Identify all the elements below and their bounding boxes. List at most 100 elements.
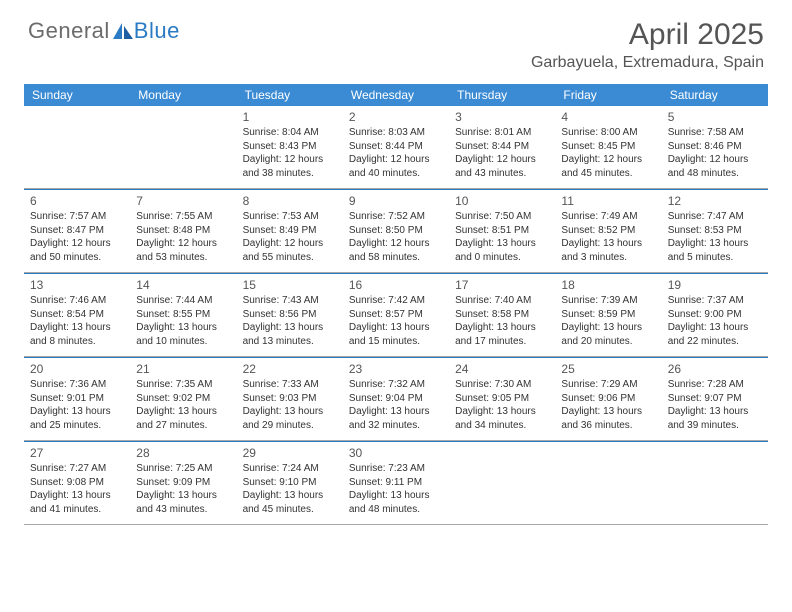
calendar-cell: 18Sunrise: 7:39 AMSunset: 8:59 PMDayligh… xyxy=(555,274,661,356)
calendar-cell: 11Sunrise: 7:49 AMSunset: 8:52 PMDayligh… xyxy=(555,190,661,272)
daylight-text: Daylight: 13 hours xyxy=(349,489,443,503)
day-number: 15 xyxy=(243,277,337,293)
daylight-text: and 48 minutes. xyxy=(668,167,762,181)
daylight-text: Daylight: 13 hours xyxy=(668,405,762,419)
daylight-text: Daylight: 13 hours xyxy=(243,405,337,419)
daylight-text: and 45 minutes. xyxy=(561,167,655,181)
day-header-cell: Thursday xyxy=(449,84,555,106)
sunrise-text: Sunrise: 7:23 AM xyxy=(349,462,443,476)
calendar-cell: 1Sunrise: 8:04 AMSunset: 8:43 PMDaylight… xyxy=(237,106,343,188)
day-number: 25 xyxy=(561,361,655,377)
daylight-text: Daylight: 12 hours xyxy=(30,237,124,251)
calendar-week: 1Sunrise: 8:04 AMSunset: 8:43 PMDaylight… xyxy=(24,106,768,189)
day-header-row: SundayMondayTuesdayWednesdayThursdayFrid… xyxy=(24,84,768,106)
sunset-text: Sunset: 8:49 PM xyxy=(243,224,337,238)
sunset-text: Sunset: 9:00 PM xyxy=(668,308,762,322)
day-header-cell: Saturday xyxy=(662,84,768,106)
calendar-cell: 19Sunrise: 7:37 AMSunset: 9:00 PMDayligh… xyxy=(662,274,768,356)
day-number: 5 xyxy=(668,109,762,125)
daylight-text: and 17 minutes. xyxy=(455,335,549,349)
calendar-cell: 28Sunrise: 7:25 AMSunset: 9:09 PMDayligh… xyxy=(130,442,236,524)
calendar-cell: 12Sunrise: 7:47 AMSunset: 8:53 PMDayligh… xyxy=(662,190,768,272)
sunset-text: Sunset: 8:44 PM xyxy=(349,140,443,154)
calendar-cell: 3Sunrise: 8:01 AMSunset: 8:44 PMDaylight… xyxy=(449,106,555,188)
daylight-text: Daylight: 13 hours xyxy=(243,321,337,335)
daylight-text: and 55 minutes. xyxy=(243,251,337,265)
calendar-cell: 30Sunrise: 7:23 AMSunset: 9:11 PMDayligh… xyxy=(343,442,449,524)
calendar-cell: 10Sunrise: 7:50 AMSunset: 8:51 PMDayligh… xyxy=(449,190,555,272)
day-number: 21 xyxy=(136,361,230,377)
location-text: Garbayuela, Extremadura, Spain xyxy=(531,54,764,72)
sunrise-text: Sunrise: 7:46 AM xyxy=(30,294,124,308)
daylight-text: and 0 minutes. xyxy=(455,251,549,265)
daylight-text: and 43 minutes. xyxy=(455,167,549,181)
sunset-text: Sunset: 9:11 PM xyxy=(349,476,443,490)
day-number: 27 xyxy=(30,445,124,461)
calendar-cell-empty xyxy=(130,106,236,188)
daylight-text: Daylight: 13 hours xyxy=(349,321,443,335)
calendar-cell: 17Sunrise: 7:40 AMSunset: 8:58 PMDayligh… xyxy=(449,274,555,356)
day-number: 29 xyxy=(243,445,337,461)
daylight-text: Daylight: 13 hours xyxy=(668,321,762,335)
calendar-cell-empty xyxy=(555,442,661,524)
sunset-text: Sunset: 8:59 PM xyxy=(561,308,655,322)
sunrise-text: Sunrise: 7:35 AM xyxy=(136,378,230,392)
day-number: 14 xyxy=(136,277,230,293)
sunset-text: Sunset: 8:47 PM xyxy=(30,224,124,238)
sunset-text: Sunset: 9:07 PM xyxy=(668,392,762,406)
sunset-text: Sunset: 8:45 PM xyxy=(561,140,655,154)
sunset-text: Sunset: 9:06 PM xyxy=(561,392,655,406)
day-number: 7 xyxy=(136,193,230,209)
calendar-cell: 9Sunrise: 7:52 AMSunset: 8:50 PMDaylight… xyxy=(343,190,449,272)
daylight-text: and 53 minutes. xyxy=(136,251,230,265)
sunrise-text: Sunrise: 7:40 AM xyxy=(455,294,549,308)
sunset-text: Sunset: 9:03 PM xyxy=(243,392,337,406)
calendar-cell-empty xyxy=(449,442,555,524)
day-number: 22 xyxy=(243,361,337,377)
sunrise-text: Sunrise: 7:28 AM xyxy=(668,378,762,392)
calendar-week: 27Sunrise: 7:27 AMSunset: 9:08 PMDayligh… xyxy=(24,441,768,525)
sunrise-text: Sunrise: 7:32 AM xyxy=(349,378,443,392)
calendar-cell: 6Sunrise: 7:57 AMSunset: 8:47 PMDaylight… xyxy=(24,190,130,272)
sunset-text: Sunset: 8:55 PM xyxy=(136,308,230,322)
calendar-cell: 15Sunrise: 7:43 AMSunset: 8:56 PMDayligh… xyxy=(237,274,343,356)
sunrise-text: Sunrise: 7:29 AM xyxy=(561,378,655,392)
calendar-cell: 25Sunrise: 7:29 AMSunset: 9:06 PMDayligh… xyxy=(555,358,661,440)
daylight-text: Daylight: 13 hours xyxy=(136,321,230,335)
daylight-text: and 58 minutes. xyxy=(349,251,443,265)
calendar-cell: 14Sunrise: 7:44 AMSunset: 8:55 PMDayligh… xyxy=(130,274,236,356)
day-number: 6 xyxy=(30,193,124,209)
calendar-week: 13Sunrise: 7:46 AMSunset: 8:54 PMDayligh… xyxy=(24,273,768,357)
daylight-text: and 36 minutes. xyxy=(561,419,655,433)
sunrise-text: Sunrise: 8:01 AM xyxy=(455,126,549,140)
day-number: 11 xyxy=(561,193,655,209)
daylight-text: and 39 minutes. xyxy=(668,419,762,433)
sunset-text: Sunset: 9:05 PM xyxy=(455,392,549,406)
daylight-text: and 25 minutes. xyxy=(30,419,124,433)
calendar: SundayMondayTuesdayWednesdayThursdayFrid… xyxy=(24,84,768,525)
day-number: 26 xyxy=(668,361,762,377)
day-number: 1 xyxy=(243,109,337,125)
calendar-cell: 2Sunrise: 8:03 AMSunset: 8:44 PMDaylight… xyxy=(343,106,449,188)
daylight-text: Daylight: 13 hours xyxy=(30,405,124,419)
daylight-text: Daylight: 13 hours xyxy=(349,405,443,419)
day-number: 17 xyxy=(455,277,549,293)
daylight-text: Daylight: 13 hours xyxy=(668,237,762,251)
sunrise-text: Sunrise: 7:27 AM xyxy=(30,462,124,476)
day-number: 20 xyxy=(30,361,124,377)
sunrise-text: Sunrise: 8:03 AM xyxy=(349,126,443,140)
daylight-text: and 22 minutes. xyxy=(668,335,762,349)
sunrise-text: Sunrise: 7:47 AM xyxy=(668,210,762,224)
sunrise-text: Sunrise: 7:30 AM xyxy=(455,378,549,392)
sunrise-text: Sunrise: 7:39 AM xyxy=(561,294,655,308)
daylight-text: Daylight: 12 hours xyxy=(243,237,337,251)
day-number: 2 xyxy=(349,109,443,125)
day-number: 30 xyxy=(349,445,443,461)
sunset-text: Sunset: 9:02 PM xyxy=(136,392,230,406)
calendar-cell-empty xyxy=(24,106,130,188)
sunrise-text: Sunrise: 8:00 AM xyxy=(561,126,655,140)
day-number: 24 xyxy=(455,361,549,377)
brand-logo: General Blue xyxy=(28,18,180,44)
daylight-text: Daylight: 13 hours xyxy=(136,489,230,503)
daylight-text: and 27 minutes. xyxy=(136,419,230,433)
